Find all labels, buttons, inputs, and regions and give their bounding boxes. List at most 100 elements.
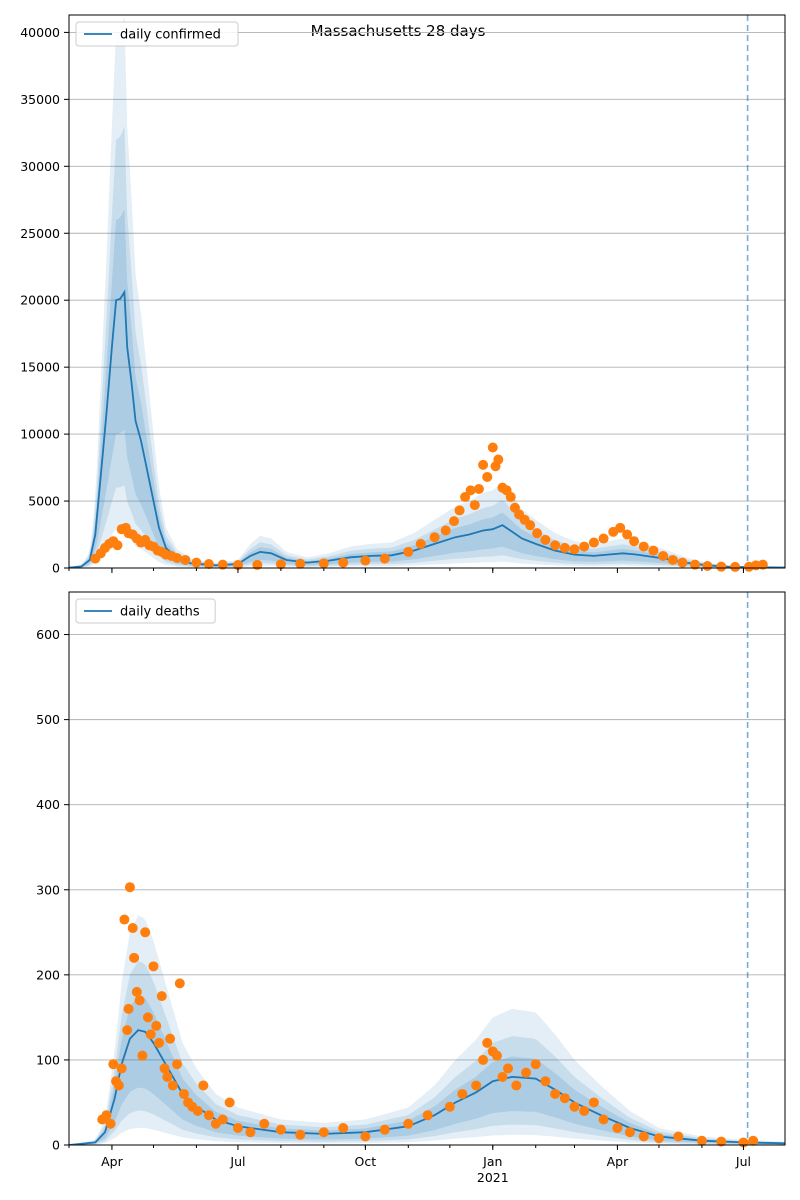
deaths-x-tick-label: Apr	[101, 1154, 123, 1169]
deaths-y-tick-label: 400	[36, 797, 60, 812]
confirmed-data-point	[702, 560, 713, 571]
deaths-data-point	[457, 1088, 468, 1099]
confirmed-data-point	[449, 516, 460, 527]
confirmed-y-tick-label: 40000	[20, 25, 60, 40]
confirmed-data-point	[482, 471, 493, 482]
deaths-panel: 0 100 200 300 400 500 600 Apr Jul Oct Jan Apr Jul 20…	[36, 591, 786, 1185]
deaths-data-point	[444, 1101, 455, 1112]
deaths-data-point	[716, 1136, 727, 1147]
deaths-data-point	[497, 1071, 508, 1082]
deaths-data-point	[673, 1131, 684, 1142]
deaths-y-tick-label: 500	[36, 712, 60, 727]
deaths-data-point	[119, 914, 130, 925]
deaths-data-point	[379, 1124, 390, 1135]
confirmed-data-point	[487, 442, 498, 453]
confirmed-data-point	[540, 534, 551, 545]
confirmed-data-point	[454, 505, 465, 516]
confirmed-data-point	[716, 561, 727, 572]
deaths-data-point	[540, 1076, 551, 1087]
confirmed-data-point	[295, 558, 306, 569]
deaths-data-point	[137, 1050, 148, 1061]
deaths-data-point	[696, 1135, 707, 1146]
deaths-data-point	[530, 1059, 541, 1070]
deaths-data-point	[217, 1114, 228, 1125]
deaths-x-tick-label: Jul	[229, 1154, 245, 1169]
confirmed-data-point	[360, 555, 371, 566]
confirmed-data-point	[550, 540, 561, 551]
confirmed-data-point	[429, 532, 440, 543]
deaths-data-point	[116, 1063, 127, 1074]
deaths-y-ticks: 0 100 200 300 400 500 600	[36, 627, 69, 1153]
deaths-data-point	[478, 1054, 489, 1065]
confirmed-model-line	[69, 289, 785, 568]
confirmed-panel: 0 5000 10000 15000 20000 25000 30000 35000 40000…	[20, 14, 786, 576]
confirmed-data-point	[622, 529, 633, 540]
deaths-data-point	[123, 1003, 134, 1014]
confirmed-y-tick-label: 20000	[20, 293, 60, 308]
deaths-data-point	[598, 1114, 609, 1125]
deaths-legend-label: daily deaths	[120, 605, 200, 620]
deaths-data-point	[360, 1131, 371, 1142]
deaths-data-point	[162, 1071, 173, 1082]
confirmed-data-point	[648, 545, 659, 556]
confirmed-y-tick-label: 5000	[28, 494, 60, 509]
deaths-data-point	[624, 1127, 635, 1138]
confirmed-data-point	[588, 537, 599, 548]
confirmed-data-point	[275, 559, 286, 570]
deaths-data-point	[588, 1097, 599, 1108]
confirmed-y-tick-label: 10000	[20, 427, 60, 442]
confirmed-data-point	[172, 552, 183, 563]
deaths-data-point	[275, 1124, 286, 1135]
deaths-data-point	[124, 882, 135, 893]
deaths-band-1	[69, 961, 784, 1145]
deaths-data-point	[167, 1080, 178, 1091]
confirmed-data-point	[440, 525, 451, 536]
confirmed-observed-points	[90, 442, 768, 572]
deaths-data-point	[482, 1037, 493, 1048]
deaths-data-point	[165, 1033, 176, 1044]
confirmed-data-point	[757, 559, 768, 570]
deaths-data-point	[559, 1093, 570, 1104]
confirmed-data-point	[318, 558, 329, 569]
deaths-data-point	[579, 1105, 590, 1116]
confirmed-data-point	[569, 544, 580, 555]
confirmed-data-point	[180, 554, 191, 565]
deaths-data-point	[145, 1029, 156, 1040]
confirmed-data-point	[112, 540, 123, 551]
deaths-data-point	[159, 1063, 170, 1074]
deaths-data-point	[491, 1050, 502, 1061]
confirmed-y-tick-label: 25000	[20, 226, 60, 241]
deaths-data-point	[122, 1025, 133, 1036]
deaths-data-point	[245, 1127, 256, 1138]
deaths-data-point	[318, 1127, 329, 1138]
deaths-data-point	[503, 1063, 514, 1074]
deaths-x-year-label: 2021	[477, 1170, 509, 1185]
deaths-data-point	[612, 1122, 623, 1133]
confirmed-axes	[68, 14, 786, 569]
deaths-axes	[68, 591, 786, 1146]
confirmed-y-ticks: 0 5000 10000 15000 20000 25000 30000 35000 40000	[20, 25, 69, 576]
deaths-x-tick-label: Oct	[355, 1154, 377, 1169]
deaths-data-point	[203, 1110, 214, 1121]
deaths-y-tick-label: 200	[36, 967, 60, 982]
deaths-data-point	[140, 927, 151, 938]
deaths-y-tick-label: 100	[36, 1052, 60, 1067]
confirmed-data-point	[667, 554, 678, 565]
deaths-axes-frame	[68, 591, 786, 1146]
confirmed-data-point	[252, 559, 263, 570]
deaths-data-point	[259, 1118, 270, 1129]
deaths-data-point	[638, 1131, 649, 1142]
deaths-data-point	[172, 1059, 183, 1070]
confirmed-data-point	[615, 522, 626, 533]
deaths-data-point	[224, 1097, 235, 1108]
confirmed-data-point	[403, 546, 414, 557]
deaths-band-0	[69, 915, 784, 1145]
deaths-data-point	[127, 923, 138, 934]
confirmed-y-tick-label: 0	[52, 561, 60, 576]
confirmed-data-point	[689, 559, 700, 570]
figure-title: Massachusetts 28 days	[311, 22, 486, 40]
deaths-data-point	[105, 1118, 116, 1129]
deaths-data-point	[108, 1059, 119, 1070]
deaths-data-point	[403, 1118, 414, 1129]
